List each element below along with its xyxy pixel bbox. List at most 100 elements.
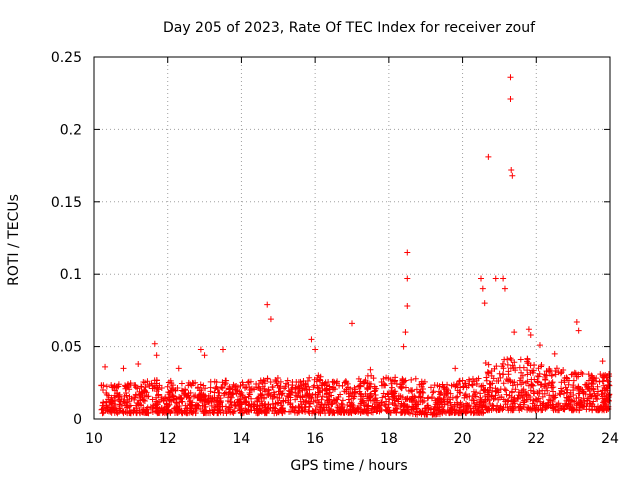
data-point — [509, 403, 516, 410]
data-point — [124, 396, 131, 403]
data-point — [158, 394, 165, 401]
data-point — [163, 410, 170, 417]
data-point — [549, 379, 556, 386]
data-point-outlier — [485, 153, 492, 160]
data-point — [190, 393, 197, 400]
data-point — [412, 394, 419, 401]
data-point — [544, 399, 551, 406]
data-point — [277, 378, 284, 385]
data-point — [274, 374, 281, 381]
data-point — [511, 379, 518, 386]
data-point — [380, 390, 387, 397]
data-point — [403, 396, 410, 403]
data-point — [501, 356, 508, 363]
data-point-outlier — [479, 285, 486, 292]
data-point — [283, 392, 290, 399]
data-point — [351, 393, 358, 400]
data-point — [168, 380, 175, 387]
data-point — [535, 373, 542, 380]
data-point — [261, 395, 268, 402]
data-point — [138, 390, 145, 397]
data-point — [239, 379, 246, 386]
data-point — [138, 383, 145, 390]
data-point — [516, 403, 523, 410]
data-point — [604, 405, 611, 412]
data-point — [256, 396, 263, 403]
data-point — [358, 393, 365, 400]
data-point — [447, 404, 454, 411]
data-point — [432, 397, 439, 404]
y-tick-label: 0 — [73, 412, 82, 428]
data-point — [485, 393, 492, 400]
data-point-outlier — [492, 275, 499, 282]
y-tick-label: 0.2 — [60, 122, 82, 138]
grid-lines — [94, 57, 610, 419]
data-point — [313, 403, 320, 410]
data-point — [357, 390, 364, 397]
data-point — [275, 399, 282, 406]
data-point — [326, 389, 333, 396]
data-point — [246, 389, 253, 396]
data-point — [333, 379, 340, 386]
data-point — [570, 377, 577, 384]
data-point — [364, 405, 371, 412]
data-point — [264, 405, 271, 412]
data-point — [485, 370, 492, 377]
data-point — [342, 379, 349, 386]
data-point — [465, 382, 472, 389]
data-point — [122, 382, 129, 389]
data-point — [385, 401, 392, 408]
data-point — [409, 387, 416, 394]
data-point — [538, 363, 545, 370]
data-point — [189, 410, 196, 417]
data-point — [382, 403, 389, 410]
data-point — [457, 399, 464, 406]
data-point — [447, 390, 454, 397]
data-point — [198, 394, 205, 401]
data-point — [431, 382, 438, 389]
data-point — [178, 380, 185, 387]
data-point — [326, 383, 333, 390]
data-point — [520, 364, 527, 371]
data-point — [321, 386, 328, 393]
data-point — [556, 407, 563, 414]
data-point — [339, 397, 346, 404]
data-point — [149, 409, 156, 416]
data-point — [388, 380, 395, 387]
data-point — [571, 398, 578, 405]
data-point — [503, 391, 510, 398]
data-point — [515, 395, 522, 402]
data-point — [546, 368, 553, 375]
data-point — [439, 410, 446, 417]
data-point — [292, 385, 299, 392]
data-point — [378, 407, 385, 414]
data-point — [492, 392, 499, 399]
data-point — [584, 385, 591, 392]
data-point — [378, 378, 385, 385]
data-point — [456, 410, 463, 417]
data-point — [564, 375, 571, 382]
data-point — [160, 397, 167, 404]
data-point — [495, 378, 502, 385]
data-point — [392, 402, 399, 409]
data-point — [357, 400, 364, 407]
data-point — [473, 377, 480, 384]
data-point — [331, 397, 338, 404]
data-point — [479, 404, 486, 411]
data-point — [298, 382, 305, 389]
data-point — [165, 394, 172, 401]
data-point — [213, 379, 220, 386]
data-point — [269, 400, 276, 407]
data-point — [260, 377, 267, 384]
data-point — [428, 405, 435, 412]
data-point — [309, 410, 316, 417]
y-tick-label: 0.1 — [60, 267, 82, 283]
data-point — [468, 381, 475, 388]
data-point — [207, 384, 214, 391]
data-point — [178, 398, 185, 405]
data-point — [127, 380, 134, 387]
data-point — [166, 401, 173, 408]
data-point — [327, 408, 334, 415]
data-point — [373, 408, 380, 415]
data-point — [314, 385, 321, 392]
